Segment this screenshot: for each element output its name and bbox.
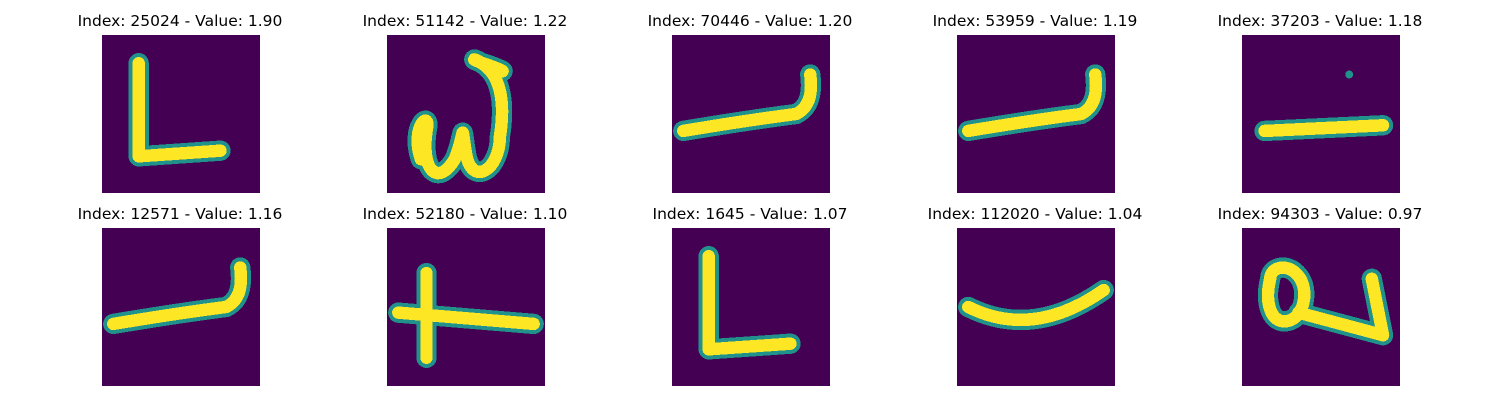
panel-title: Index: 37203 - Value: 1.18 (1217, 12, 1423, 30)
panel-title: Index: 52180 - Value: 1.10 (362, 205, 568, 223)
cross-glyph (387, 228, 545, 386)
glyph-canvas (387, 228, 545, 386)
glyph-stroke-core (107, 261, 248, 331)
panel: Index: 94303 - Value: 0.97 (1180, 203, 1460, 393)
hook-right-glyph (957, 35, 1115, 193)
glyph-dot (1345, 70, 1354, 79)
panel-title: Index: 51142 - Value: 1.22 (362, 12, 568, 30)
l-shape-glyph (672, 228, 830, 386)
glyph-canvas (957, 35, 1115, 193)
glyph-stroke-core (1261, 261, 1311, 328)
glyph-canvas (387, 35, 545, 193)
glyph-stroke-core (677, 68, 818, 138)
glyph-stroke-core (411, 53, 509, 180)
glyph-canvas (672, 35, 830, 193)
panel-title: Index: 70446 - Value: 1.20 (647, 12, 853, 30)
hook-right-glyph (102, 228, 260, 386)
glyph-canvas (102, 228, 260, 386)
script-w-glyph (387, 35, 545, 193)
glyph-background (672, 228, 830, 386)
l-shape-glyph (102, 35, 260, 193)
glyph-canvas (102, 35, 260, 193)
panel-title: Index: 53959 - Value: 1.19 (932, 12, 1138, 30)
panel-title: Index: 25024 - Value: 1.90 (77, 12, 283, 30)
panel: Index: 12571 - Value: 1.16 (40, 203, 320, 393)
dash-dot-glyph (1242, 35, 1400, 193)
glyph-background (1242, 35, 1400, 193)
hook-right-glyph (672, 35, 830, 193)
panel: Index: 70446 - Value: 1.20 (610, 10, 890, 200)
glyph-stroke-core (962, 68, 1103, 138)
panel: Index: 53959 - Value: 1.19 (895, 10, 1175, 200)
glyph-canvas (1242, 35, 1400, 193)
glyph-stroke-core (1258, 119, 1390, 138)
glyph-stroke-core (962, 283, 1110, 327)
glyph-stroke-core (702, 250, 797, 356)
panel-title: Index: 1645 - Value: 1.07 (652, 205, 848, 223)
panel-title: Index: 94303 - Value: 0.97 (1217, 205, 1423, 223)
glyph-canvas (1242, 228, 1400, 386)
panel-title: Index: 12571 - Value: 1.16 (77, 205, 283, 223)
glyph-background (102, 35, 260, 193)
panel: Index: 37203 - Value: 1.18 (1180, 10, 1460, 200)
panel-title: Index: 112020 - Value: 1.04 (927, 205, 1143, 223)
panel: Index: 1645 - Value: 1.07 (610, 203, 890, 393)
curve-glyph (957, 228, 1115, 386)
panel: Index: 25024 - Value: 1.90 (40, 10, 320, 200)
panel: Index: 51142 - Value: 1.22 (325, 10, 605, 200)
panel: Index: 112020 - Value: 1.04 (895, 203, 1175, 393)
glyph-stroke-core (132, 57, 227, 163)
panel: Index: 52180 - Value: 1.10 (325, 203, 605, 393)
loop-glyph (1242, 228, 1400, 386)
glyph-canvas (957, 228, 1115, 386)
glyph-canvas (672, 228, 830, 386)
glyph-stroke-core (1292, 272, 1390, 342)
